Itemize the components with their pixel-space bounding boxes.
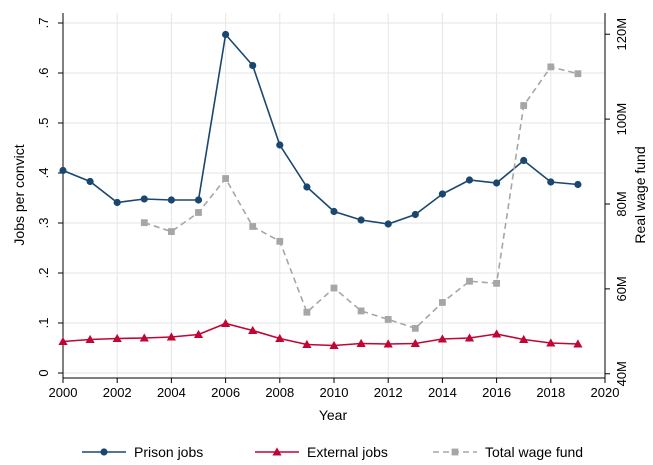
x-tick-label: 2006 — [211, 385, 240, 400]
data-point-prison-jobs — [140, 195, 148, 203]
data-point-total-wage-fund — [195, 209, 202, 216]
series-layer — [58, 30, 583, 349]
x-tick-label: 2008 — [265, 385, 294, 400]
data-point-prison-jobs — [465, 176, 474, 184]
y-tick-label-right: 60M — [614, 276, 629, 301]
data-point-total-wage-fund — [384, 316, 392, 323]
legend-marker-prison-jobs — [100, 448, 108, 456]
data-point-external-jobs — [193, 329, 204, 338]
data-point-prison-jobs — [520, 156, 528, 165]
x-tick-label: 2002 — [103, 385, 132, 400]
x-axis-label: Year — [319, 407, 348, 423]
y-tick-label-left: .1 — [36, 318, 51, 329]
data-point-total-wage-fund — [439, 299, 446, 306]
x-tick-label: 2000 — [49, 385, 78, 400]
data-point-prison-jobs — [303, 183, 311, 191]
y-tick-label-right: 100M — [614, 103, 629, 136]
x-tick-label: 2004 — [157, 385, 186, 400]
data-point-external-jobs — [492, 329, 502, 338]
data-point-prison-jobs — [59, 166, 67, 175]
data-point-external-jobs — [464, 333, 475, 342]
data-point-external-jobs — [275, 333, 285, 342]
series-line-total-wage-fund — [144, 65, 579, 330]
data-point-prison-jobs — [276, 141, 284, 149]
data-point-prison-jobs — [493, 179, 501, 187]
data-point-external-jobs — [139, 333, 149, 342]
data-point-external-jobs — [437, 334, 447, 343]
y-axis-label-right: Real wage fund — [632, 146, 648, 243]
legend-label: Prison jobs — [134, 444, 203, 460]
series-line-prison-jobs — [62, 32, 578, 225]
x-tick-label: 2014 — [428, 385, 457, 400]
data-point-prison-jobs — [547, 178, 555, 186]
y-tick-label-right: 80M — [614, 191, 629, 216]
y-tick-label-left: .3 — [36, 218, 51, 229]
y-tick-label-left: .4 — [36, 168, 51, 179]
y-tick-label-right: 40M — [614, 361, 629, 386]
axes: 2000 2002 2004 2006 2008 2010 2012 2014 2016 2018… — [36, 13, 629, 400]
y-tick-label-left: .6 — [36, 68, 51, 79]
data-point-external-jobs — [383, 339, 393, 348]
data-point-total-wage-fund — [357, 307, 365, 315]
legend: Prison jobs External jobs Total wage fund — [82, 444, 583, 460]
data-point-prison-jobs — [384, 220, 392, 228]
data-point-external-jobs — [519, 334, 529, 343]
data-point-external-jobs — [248, 325, 258, 334]
data-point-total-wage-fund — [140, 219, 148, 227]
series-line-external-jobs — [62, 322, 578, 347]
data-point-prison-jobs — [167, 196, 175, 204]
y-tick-label-left: .7 — [36, 18, 51, 29]
data-point-prison-jobs — [574, 180, 582, 189]
x-tick-label: 2012 — [374, 385, 403, 400]
data-point-total-wage-fund — [303, 308, 311, 316]
data-point-external-jobs — [329, 340, 339, 349]
x-tick-label: 2018 — [536, 385, 565, 400]
data-point-external-jobs — [356, 338, 366, 347]
data-point-external-jobs — [112, 333, 122, 342]
data-point-external-jobs — [410, 338, 420, 347]
x-tick-label: 2020 — [591, 385, 620, 400]
data-point-prison-jobs — [357, 216, 365, 224]
data-point-total-wage-fund — [168, 228, 175, 235]
data-point-total-wage-fund — [330, 284, 338, 292]
legend-marker-total-wage-fund — [451, 448, 459, 456]
legend-label: External jobs — [307, 444, 388, 460]
data-point-total-wage-fund — [547, 63, 555, 71]
y-tick-label-left: .2 — [36, 268, 51, 279]
data-point-prison-jobs — [438, 190, 446, 198]
x-tick-label: 2010 — [320, 385, 349, 400]
data-point-total-wage-fund — [493, 279, 500, 287]
y-tick-label-left: 0 — [36, 369, 51, 376]
data-point-external-jobs — [573, 339, 583, 348]
y-tick-label-right: 120M — [614, 18, 629, 51]
data-point-external-jobs — [58, 336, 68, 345]
legend-label: Total wage fund — [485, 444, 583, 460]
data-point-total-wage-fund — [466, 277, 473, 285]
y-axis-label-left: Jobs per convict — [11, 144, 27, 245]
x-tick-label: 2016 — [482, 385, 511, 400]
data-point-prison-jobs — [194, 196, 203, 204]
data-point-prison-jobs — [249, 61, 257, 70]
data-point-prison-jobs — [86, 177, 94, 186]
data-point-total-wage-fund — [222, 175, 229, 182]
data-point-total-wage-fund — [249, 223, 257, 230]
data-point-total-wage-fund — [520, 102, 528, 109]
data-point-external-jobs — [546, 338, 556, 347]
data-point-prison-jobs — [411, 210, 419, 219]
data-point-prison-jobs — [222, 30, 230, 39]
data-point-total-wage-fund — [574, 70, 582, 78]
data-point-external-jobs — [85, 334, 95, 343]
data-point-external-jobs — [166, 332, 176, 341]
data-point-external-jobs — [302, 339, 312, 348]
data-point-external-jobs — [221, 318, 231, 327]
data-point-total-wage-fund — [411, 324, 419, 332]
data-point-prison-jobs — [330, 207, 338, 216]
data-point-prison-jobs — [113, 198, 121, 207]
data-point-total-wage-fund — [276, 237, 284, 245]
legend-marker-external-jobs — [272, 447, 282, 456]
y-tick-label-left: .5 — [36, 118, 51, 129]
